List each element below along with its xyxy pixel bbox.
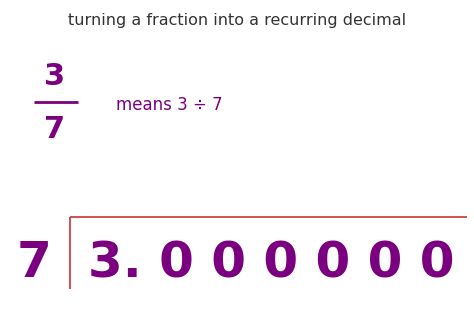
Text: turning a fraction into a recurring decimal: turning a fraction into a recurring deci… [68,13,406,28]
Text: 3. 0 0 0 0 0 0 0 0: 3. 0 0 0 0 0 0 0 0 [88,239,474,287]
Text: 7: 7 [17,239,52,287]
Text: 3: 3 [44,62,65,91]
Text: means 3 ÷ 7: means 3 ÷ 7 [116,96,223,114]
Text: 7: 7 [44,115,65,144]
